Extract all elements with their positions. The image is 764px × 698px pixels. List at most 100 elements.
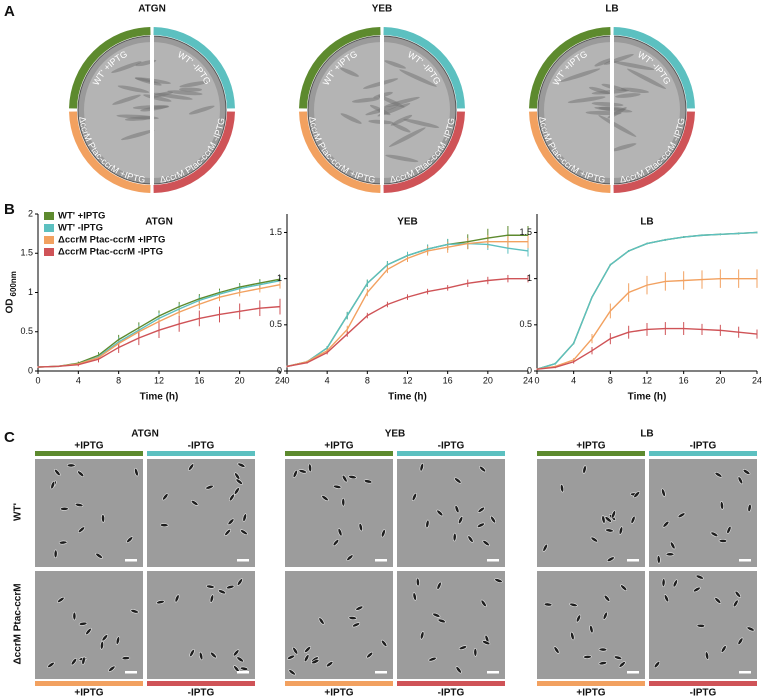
condition-label: +IPTG bbox=[74, 688, 103, 698]
cell bbox=[672, 579, 678, 588]
plate-title: ATGN bbox=[138, 4, 166, 15]
cell bbox=[308, 463, 312, 473]
scale-bar bbox=[237, 559, 249, 562]
colony-streak bbox=[351, 97, 380, 103]
cell bbox=[454, 505, 460, 514]
cell bbox=[618, 661, 626, 668]
scale-bar bbox=[739, 559, 751, 562]
y-tick-label: 1 bbox=[28, 287, 33, 297]
plate-divider bbox=[610, 34, 614, 186]
colony-streak bbox=[111, 61, 142, 73]
group-title: ATGN bbox=[131, 429, 159, 440]
colony-streak bbox=[598, 115, 637, 137]
cell bbox=[437, 618, 446, 624]
x-tick-label: 16 bbox=[194, 375, 204, 385]
y-tick-label: 0.5 bbox=[519, 319, 532, 329]
micrograph bbox=[285, 571, 393, 679]
cell bbox=[218, 589, 227, 595]
colony-streak bbox=[140, 105, 169, 112]
scale-bar bbox=[237, 671, 249, 674]
cell bbox=[412, 592, 417, 601]
cell bbox=[311, 659, 320, 665]
cell bbox=[224, 528, 231, 536]
colony-streak bbox=[117, 85, 150, 93]
series-line bbox=[37, 283, 281, 368]
cell bbox=[618, 526, 624, 535]
colony-streak bbox=[384, 96, 420, 108]
cell bbox=[665, 552, 675, 557]
cell bbox=[542, 543, 548, 552]
y-axis-label: OD 600nm bbox=[5, 271, 18, 313]
legend-label: WT' +IPTG bbox=[58, 211, 105, 222]
cell bbox=[287, 654, 296, 660]
y-tick-label: 0 bbox=[28, 365, 33, 375]
cell bbox=[341, 474, 348, 483]
plate-rim bbox=[299, 111, 381, 193]
cell bbox=[126, 536, 134, 543]
condition-label: +IPTG bbox=[576, 688, 605, 698]
y-tick-label: 1.5 bbox=[519, 227, 532, 237]
colony-streak bbox=[112, 94, 141, 105]
cell bbox=[411, 493, 417, 502]
scale-bar bbox=[487, 559, 499, 562]
cell bbox=[70, 658, 77, 666]
cell bbox=[669, 541, 676, 550]
cell bbox=[490, 515, 496, 524]
cell bbox=[603, 594, 611, 602]
cell bbox=[366, 651, 374, 659]
x-tick-label: 20 bbox=[235, 375, 245, 385]
cell bbox=[482, 540, 490, 547]
series-line bbox=[536, 231, 758, 370]
cell bbox=[162, 493, 169, 501]
colony-streak bbox=[615, 93, 641, 98]
cell bbox=[719, 501, 724, 510]
y-tick-label: 0 bbox=[527, 365, 532, 375]
cell bbox=[436, 581, 442, 590]
group-title: YEB bbox=[385, 429, 406, 440]
cell bbox=[188, 463, 195, 471]
cell bbox=[115, 636, 120, 645]
x-tick-label: 0 bbox=[534, 375, 539, 385]
cell bbox=[348, 616, 357, 620]
y-tick-label: 1 bbox=[527, 273, 532, 283]
colony-streak bbox=[388, 127, 426, 148]
x-axis-label: Time (h) bbox=[388, 392, 427, 403]
cell bbox=[737, 637, 744, 646]
colony-streak bbox=[121, 129, 155, 141]
chart-title: ATGN bbox=[145, 217, 173, 228]
colony-streak bbox=[403, 118, 440, 128]
colony-streak bbox=[167, 90, 203, 96]
scale-bar bbox=[375, 671, 387, 674]
cell bbox=[415, 577, 420, 587]
cell bbox=[209, 594, 215, 603]
y-tick-label: 1.5 bbox=[20, 248, 33, 258]
legend-label: ΔccrM Ptac-ccrM +IPTG bbox=[58, 235, 165, 246]
cell bbox=[240, 529, 248, 535]
cell bbox=[601, 515, 606, 524]
cell bbox=[381, 639, 388, 647]
row-label: ΔccrM Ptac-ccrM bbox=[13, 583, 24, 664]
cell bbox=[156, 600, 165, 605]
colony-streak bbox=[124, 116, 154, 121]
cell bbox=[101, 634, 109, 642]
cell bbox=[121, 656, 131, 661]
condition-label: -IPTG bbox=[690, 688, 717, 698]
colony-streak bbox=[390, 114, 413, 126]
cell bbox=[737, 476, 744, 485]
cell bbox=[355, 605, 364, 611]
x-tick-label: 4 bbox=[571, 375, 576, 385]
cell bbox=[653, 661, 661, 669]
cell bbox=[589, 624, 594, 634]
cell bbox=[560, 483, 565, 493]
y-axis-label-main: OD bbox=[5, 299, 16, 314]
cell bbox=[611, 510, 616, 519]
cell bbox=[54, 468, 61, 476]
colony-streak bbox=[567, 96, 606, 104]
cell bbox=[232, 649, 240, 657]
x-axis-label: Time (h) bbox=[140, 392, 179, 403]
cell bbox=[696, 623, 706, 628]
cell bbox=[553, 646, 560, 654]
cell bbox=[482, 640, 491, 646]
cell bbox=[720, 645, 727, 653]
